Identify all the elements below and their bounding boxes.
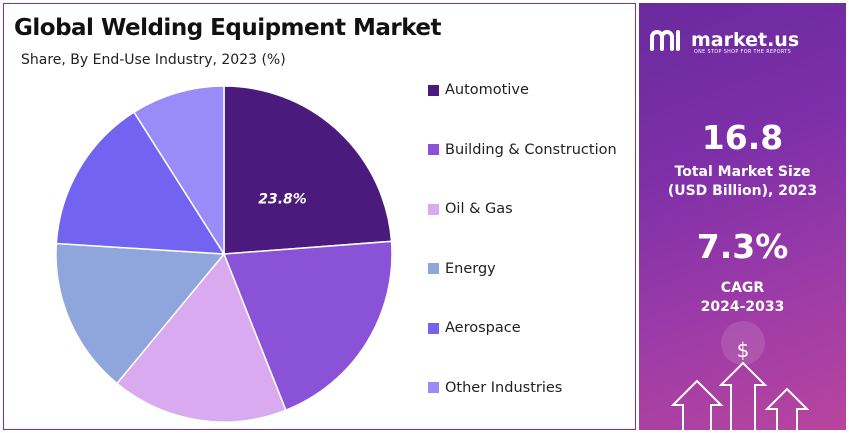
glow-icon [721, 321, 765, 365]
legend-swatch [428, 84, 439, 96]
legend-label: Oil & Gas [445, 201, 513, 217]
market-size-label-1: Total Market Size [674, 164, 811, 180]
up-arrow-icon [764, 387, 810, 430]
pie-chart: 23.8% [54, 84, 394, 424]
legend-swatch [428, 382, 439, 393]
cagr-label-2: 2024-2033 [700, 299, 785, 315]
pie-slice-energy [55, 242, 226, 385]
pie-slice-building-construction [222, 240, 393, 412]
pie-chart-svg: 23.8% [55, 85, 393, 423]
market-size-value: 16.8 [701, 118, 784, 157]
dollar-icon: $ [737, 338, 750, 362]
up-arrow-icon [670, 379, 724, 430]
chart-title: Global Welding Equipment Market [14, 15, 442, 41]
legend-label: Automotive [445, 82, 529, 98]
legend-item: Building & Construction [428, 140, 617, 160]
summary-panel: market.us ONE STOP SHOP FOR THE REPORTS … [639, 3, 846, 430]
brand-name: market.us [691, 29, 800, 51]
legend-swatch [428, 263, 439, 274]
legend-label: Other Industries [445, 379, 563, 396]
legend-item: Automotive [428, 80, 529, 100]
legend-label: Building & Construction [445, 141, 617, 158]
market-us-logo-icon [650, 30, 680, 51]
legend-item: Oil & Gas [428, 199, 513, 219]
chart-panel: Global Welding Equipment Market Share, B… [3, 3, 636, 430]
chart-subtitle: Share, By End-Use Industry, 2023 (%) [21, 52, 286, 68]
pie-slice-other-industries [132, 85, 225, 257]
legend-item: Aerospace [428, 318, 521, 338]
legend-label: Aerospace [445, 320, 521, 336]
legend-item: Other Industries [428, 378, 562, 398]
legend-label: Energy [445, 260, 496, 277]
pie-slice-aerospace [55, 111, 226, 255]
legend-swatch [428, 144, 439, 155]
pie-slice-automotive [223, 85, 393, 255]
legend-item: Energy [428, 259, 496, 279]
brand-tagline: ONE STOP SHOP FOR THE REPORTS [694, 50, 792, 55]
cagr-value: 7.3% [696, 227, 789, 266]
market-size-label-2: (USD Billion), 2023 [667, 183, 818, 199]
legend-swatch [428, 203, 439, 215]
brand: market.us [649, 27, 799, 53]
pie-slice-oil-gas [115, 252, 287, 423]
up-arrow-icon [718, 361, 768, 430]
cagr-label-1: CAGR [720, 280, 765, 296]
growth-decoration: $ [670, 321, 810, 430]
pie-data-label: 23.8% [258, 191, 307, 207]
legend-swatch [428, 322, 439, 334]
